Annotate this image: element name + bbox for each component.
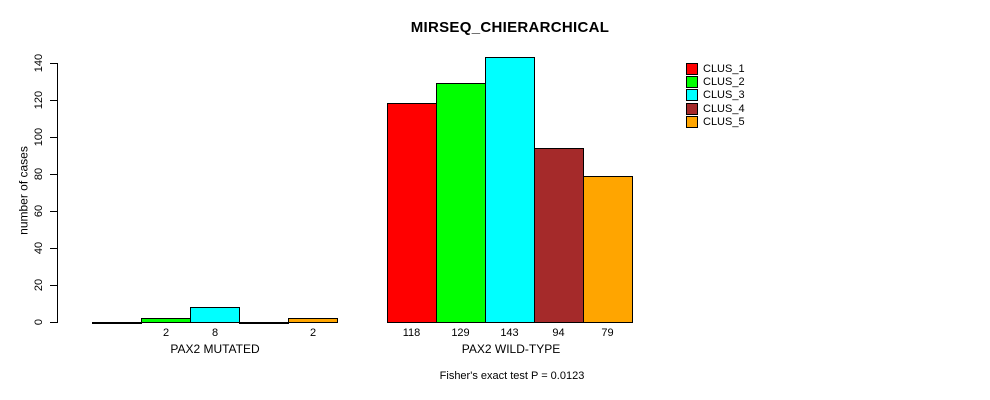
bar-value-label: 129 [451, 327, 470, 339]
legend-label: CLUS_1 [703, 62, 745, 75]
legend-label: CLUS_5 [703, 115, 745, 128]
bar-value-label: 143 [500, 327, 519, 339]
bar-clus_4-pax2-mutated [239, 322, 289, 324]
bar-value-label: 79 [601, 327, 614, 339]
legend-swatch-clus_4 [686, 102, 698, 115]
bar-value-label: 94 [552, 327, 565, 339]
bar-value-label: 8 [211, 327, 219, 339]
y-tick [50, 284, 57, 287]
group-label-pax2-wild-type: PAX2 WILD-TYPE [461, 342, 561, 356]
legend-swatch-clus_2 [686, 75, 698, 88]
y-tick-label: 0 [33, 318, 45, 326]
legend-swatch-clus_1 [686, 62, 698, 75]
bar-clus_5-pax2-wild-type [582, 175, 633, 323]
legend-label: CLUS_3 [703, 89, 745, 102]
bar-clus_1-pax2-mutated [92, 322, 142, 324]
legend-item: CLUS_3 [686, 89, 745, 102]
bar-clus_2-pax2-wild-type [435, 82, 486, 323]
bar-clus_3-pax2-mutated [190, 307, 240, 323]
y-tick [50, 247, 57, 250]
bar-value-label: 2 [162, 327, 170, 339]
legend-swatch-clus_3 [686, 89, 698, 102]
y-tick [50, 173, 57, 175]
y-tick-label: 140 [33, 53, 45, 72]
legend-item: CLUS_2 [686, 75, 745, 88]
bar-clus_5-pax2-mutated [288, 318, 338, 323]
bar-clus_2-pax2-mutated [141, 318, 191, 323]
bar-value-label: 2 [309, 327, 317, 339]
bar-clus_3-pax2-wild-type [484, 57, 535, 323]
y-tick-label: 80 [33, 167, 45, 180]
y-tick-label: 120 [33, 90, 45, 109]
legend-swatch-clus_5 [686, 115, 698, 128]
legend-item: CLUS_4 [686, 102, 745, 115]
y-tick [50, 136, 57, 138]
bar-clus_4-pax2-wild-type [533, 147, 584, 323]
legend: CLUS_1 CLUS_2 CLUS_3 CLUS_4 CLUS_5 [686, 62, 745, 128]
y-tick-label: 60 [33, 204, 45, 217]
legend-label: CLUS_4 [703, 102, 745, 115]
y-tick-label: 20 [33, 278, 45, 292]
y-axis-line [57, 62, 59, 323]
bar-value-label: 118 [402, 327, 421, 339]
y-tick-label: 100 [33, 127, 45, 146]
legend-item: CLUS_1 [686, 62, 745, 75]
fishers-test-caption: Fisher's exact test P = 0.0123 [439, 370, 585, 382]
y-tick [50, 99, 57, 101]
legend-label: CLUS_2 [703, 75, 745, 88]
y-tick-label: 40 [33, 241, 45, 255]
y-tick [50, 210, 57, 212]
legend-item: CLUS_5 [686, 115, 745, 128]
y-axis-label: number of cases [16, 146, 31, 235]
chart-title: MIRSEQ_CHIERARCHICAL [410, 19, 610, 36]
bar-clus_1-pax2-wild-type [386, 103, 437, 323]
y-tick [50, 62, 57, 64]
y-tick [50, 322, 57, 324]
group-label-pax2-mutated: PAX2 MUTATED [170, 342, 260, 356]
